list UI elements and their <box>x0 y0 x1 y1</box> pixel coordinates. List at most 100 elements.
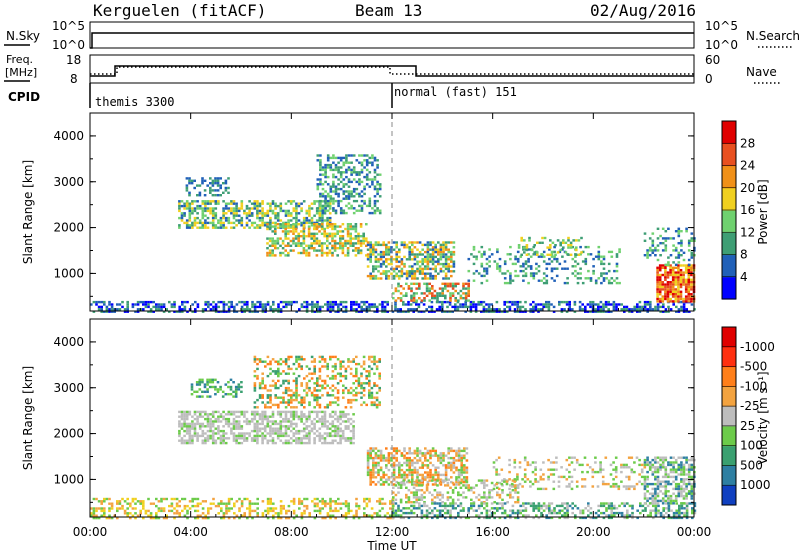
echo-cell <box>457 498 460 501</box>
echo-cell <box>310 360 314 363</box>
echo-cell <box>295 389 298 392</box>
echo-cell <box>400 270 404 273</box>
echo-cell <box>536 480 540 483</box>
echo-cell <box>295 422 298 426</box>
echo-cell <box>579 267 582 270</box>
echo-cell <box>365 504 369 508</box>
echo-cell <box>532 277 536 280</box>
echo-cell <box>287 434 290 438</box>
echo-cell <box>426 449 430 453</box>
echo-cell <box>326 420 329 423</box>
echo-cell <box>220 507 223 510</box>
echo-cell <box>383 300 387 304</box>
colorbar-tick-label: 28 <box>740 136 755 150</box>
echo-cell <box>496 248 499 251</box>
echo-cell <box>463 471 466 474</box>
echo-cell <box>457 456 461 460</box>
echo-cell <box>193 432 197 435</box>
echo-cell <box>183 308 187 311</box>
echo-cell <box>674 297 678 301</box>
echo-cell <box>513 466 517 469</box>
echo-cell <box>664 244 668 247</box>
echo-cell <box>329 185 333 188</box>
echo-cell <box>287 372 290 375</box>
echo-cell <box>360 195 364 198</box>
echo-cell <box>194 497 197 501</box>
echo-cell <box>561 255 564 258</box>
echo-cell <box>684 288 688 291</box>
echo-cell <box>411 480 414 484</box>
echo-cell <box>462 282 465 285</box>
echo-cell <box>339 247 342 250</box>
echo-cell <box>287 427 290 430</box>
echo-cell <box>323 251 326 255</box>
echo-cell <box>477 300 480 304</box>
echo-cell <box>282 360 285 363</box>
echo-cell <box>581 260 585 263</box>
echo-cell <box>108 516 111 520</box>
echo-cell <box>326 163 330 167</box>
echo-cell <box>196 200 199 203</box>
echo-cell <box>359 225 363 228</box>
echo-cell <box>365 161 369 164</box>
echo-cell <box>284 249 287 252</box>
echo-cell <box>547 468 550 471</box>
echo-cell <box>204 432 207 435</box>
echo-cell <box>289 425 293 428</box>
echo-cell <box>602 255 606 258</box>
echo-cell <box>321 437 324 440</box>
echo-cell <box>178 434 181 438</box>
echo-cell <box>136 300 140 304</box>
echo-cell <box>460 456 463 460</box>
echo-cell <box>524 267 528 270</box>
echo-cell <box>487 305 491 309</box>
echo-cell <box>178 415 181 418</box>
echo-cell <box>269 420 272 423</box>
echo-cell <box>321 183 325 186</box>
echo-cell <box>284 221 288 225</box>
echo-cell <box>418 241 422 244</box>
echo-cell <box>363 166 366 169</box>
echo-cell <box>209 177 212 180</box>
echo-cell <box>181 509 184 513</box>
echo-cell <box>100 514 103 517</box>
echo-cell <box>318 417 322 421</box>
echo-cell <box>300 403 303 407</box>
echo-cell <box>376 500 379 503</box>
echo-cell <box>284 235 287 238</box>
echo-cell <box>370 403 374 407</box>
echo-cell <box>274 224 277 227</box>
echo-cell <box>483 267 486 270</box>
echo-cell <box>305 365 309 368</box>
echo-cell <box>245 422 249 426</box>
echo-cell <box>677 278 680 281</box>
echo-cell <box>519 310 522 313</box>
echo-cell <box>392 468 396 472</box>
echo-cell <box>362 362 366 366</box>
echo-cell <box>669 269 672 272</box>
echo-cell <box>488 496 491 499</box>
echo-cell <box>352 358 355 361</box>
echo-cell <box>245 214 249 217</box>
echo-cell <box>518 466 522 469</box>
echo-cell <box>566 281 569 285</box>
echo-cell <box>326 232 329 235</box>
echo-cell <box>214 177 217 180</box>
echo-cell <box>407 300 410 304</box>
echo-cell <box>374 265 378 268</box>
echo-cell <box>372 267 375 271</box>
echo-cell <box>376 163 379 167</box>
echo-cell <box>450 265 453 268</box>
echo-cell <box>377 258 380 261</box>
echo-cell <box>428 310 431 313</box>
echo-cell <box>188 209 192 213</box>
echo-cell <box>487 303 491 306</box>
echo-cell <box>560 310 564 313</box>
echo-cell <box>139 509 142 513</box>
echo-cell <box>261 310 265 313</box>
echo-cell <box>230 497 233 501</box>
echo-cell <box>316 154 320 157</box>
echo-cell <box>563 281 567 285</box>
echo-cell <box>136 310 140 313</box>
echo-cell <box>90 303 93 306</box>
